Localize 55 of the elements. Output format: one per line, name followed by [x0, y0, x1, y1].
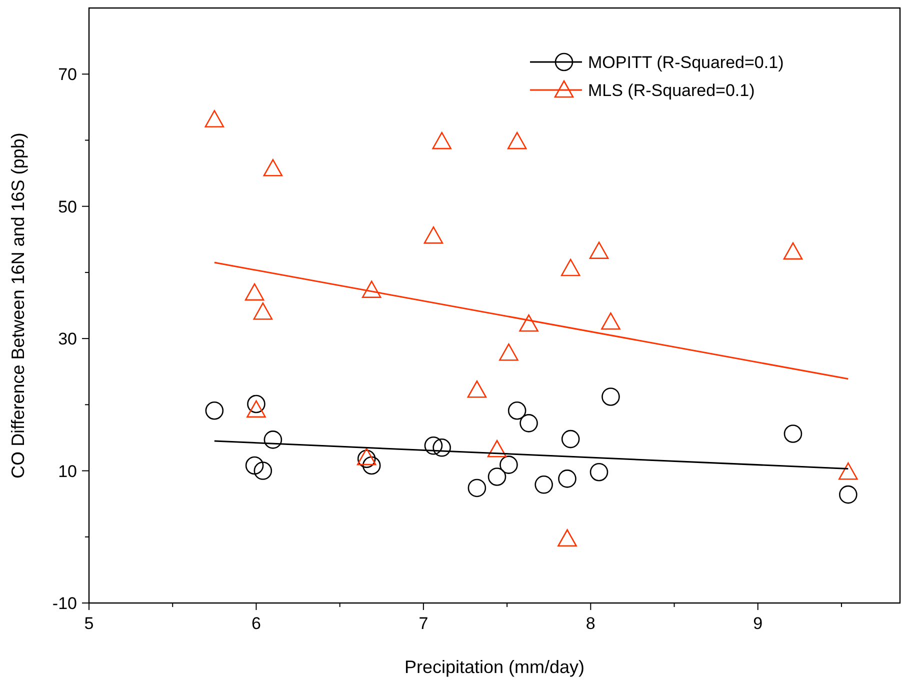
- x-tick-label: 6: [251, 614, 261, 633]
- point: [508, 401, 526, 420]
- x-tick-label: 7: [418, 614, 428, 633]
- point: [244, 283, 264, 301]
- point: [560, 258, 580, 276]
- point: [467, 380, 487, 398]
- point: [263, 159, 283, 176]
- point: [204, 110, 224, 128]
- x-axis-title: Precipitation (mm/day): [404, 657, 585, 677]
- point: [507, 132, 527, 150]
- point: [601, 312, 620, 330]
- y-tick-label: 10: [58, 462, 77, 481]
- point: [254, 462, 272, 480]
- point: [362, 456, 381, 475]
- x-tick-label: 5: [84, 614, 94, 633]
- point: [488, 468, 506, 486]
- point: [558, 470, 576, 488]
- point: [499, 343, 518, 361]
- point: [783, 242, 803, 260]
- point: [247, 394, 266, 414]
- point: [487, 440, 507, 458]
- point: [602, 388, 620, 406]
- point: [424, 226, 444, 244]
- point: [838, 462, 858, 480]
- point: [500, 456, 518, 474]
- point: [424, 436, 443, 455]
- point: [356, 448, 376, 466]
- point: [245, 456, 264, 475]
- point: [519, 314, 538, 332]
- point: [561, 430, 580, 448]
- y-tick-label: 70: [58, 65, 77, 84]
- point: [558, 529, 577, 547]
- point: [839, 485, 858, 504]
- point: [246, 400, 266, 418]
- point: [784, 424, 802, 443]
- legend-label: MOPITT (R-Squared=0.1): [588, 53, 784, 72]
- y-tick-label: 50: [58, 197, 77, 216]
- point: [432, 438, 451, 457]
- point: [520, 414, 538, 432]
- legend-label: MLS (R-Squared=0.1): [588, 81, 755, 100]
- point: [362, 280, 382, 298]
- point: [264, 430, 282, 449]
- point: [534, 476, 553, 494]
- point: [205, 401, 224, 420]
- y-tick-label: 30: [58, 330, 77, 349]
- y-tick-label: -10: [52, 594, 77, 613]
- point: [357, 450, 376, 468]
- point: [253, 302, 273, 320]
- point: [590, 462, 608, 482]
- x-tick-label: 9: [753, 614, 763, 633]
- y-axis-title: CO Difference Between 16N and 16S (ppb): [8, 132, 28, 478]
- x-tick-label: 8: [586, 614, 596, 633]
- point: [432, 132, 452, 150]
- point: [468, 478, 486, 498]
- point: [589, 242, 609, 259]
